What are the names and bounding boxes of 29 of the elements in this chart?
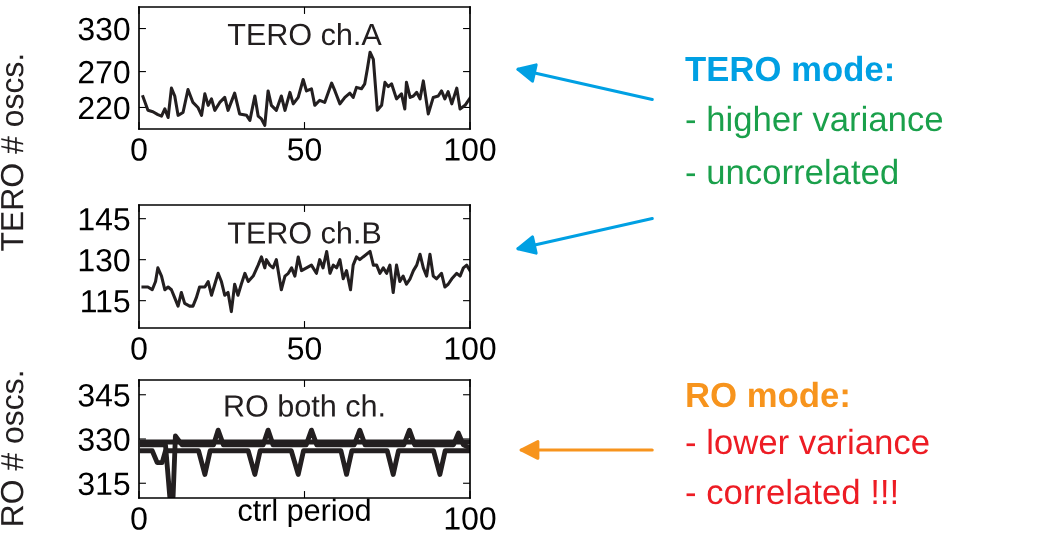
y-tick-label: 220 xyxy=(78,96,130,120)
text: RO mode: xyxy=(687,381,848,408)
y-axis-title: RO # oscs. xyxy=(0,372,24,525)
text: - correlated !!! xyxy=(686,478,897,505)
chart-title: RO both ch. xyxy=(225,394,384,417)
y-tick-label: 345 xyxy=(78,384,130,407)
y-tick-label: 330 xyxy=(78,428,130,451)
chart-title: TERO ch.A xyxy=(227,22,382,46)
x-tick-label: 50 xyxy=(288,337,322,360)
x-tick-label: 0 xyxy=(131,138,147,161)
x-tick-label: 100 xyxy=(445,138,496,161)
y-tick-label: 145 xyxy=(79,208,130,231)
text: - higher variance xyxy=(686,105,943,139)
x-tick-label: 0 xyxy=(131,337,147,360)
y-tick-label: 270 xyxy=(78,60,130,84)
text: - uncorrelated xyxy=(686,158,897,185)
x-tick-label: 50 xyxy=(288,138,322,161)
x-tick-label: 100 xyxy=(445,507,496,530)
x-tick-label: 0 xyxy=(131,507,147,530)
y-tick-label: 130 xyxy=(79,248,130,272)
y-tick-label: 315 xyxy=(78,472,130,496)
text: TERO mode: xyxy=(685,55,892,82)
y-axis-title: TERO # oscs. xyxy=(0,55,24,251)
y-tick-label: 115 xyxy=(82,290,130,313)
x-tick-label: 100 xyxy=(445,337,496,360)
chart-title: TERO ch.B xyxy=(227,221,381,244)
text: - lower variance xyxy=(686,428,929,455)
y-tick-label: 330 xyxy=(78,17,130,41)
x-axis-title: ctrl period xyxy=(238,498,370,528)
